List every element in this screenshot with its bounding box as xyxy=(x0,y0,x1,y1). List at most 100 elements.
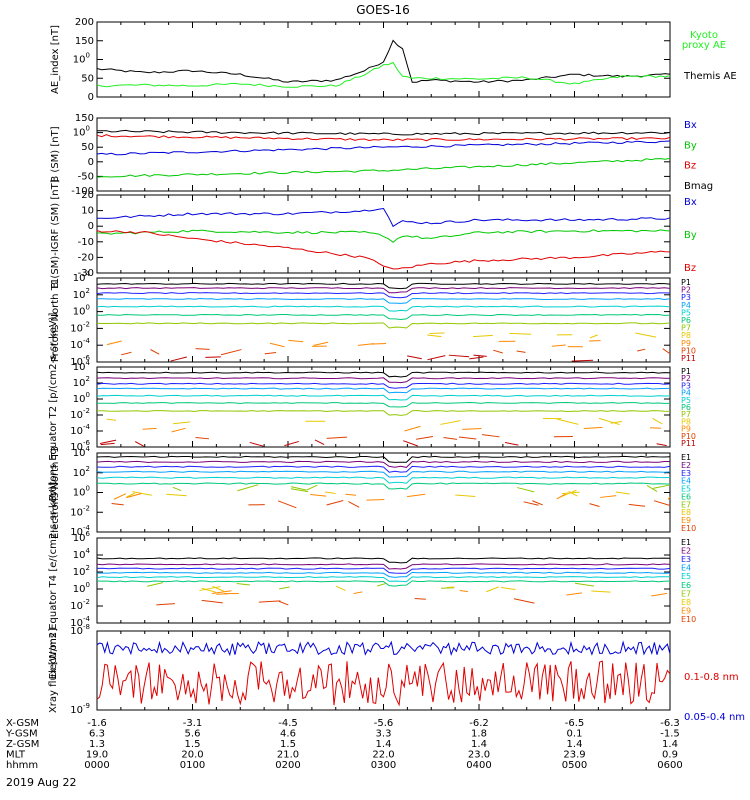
ephemeris-row-label: MLT xyxy=(6,750,26,761)
series-segment xyxy=(326,500,344,506)
series-segment xyxy=(100,442,115,446)
series-line xyxy=(96,229,671,243)
series-line xyxy=(96,387,671,394)
panel-frame xyxy=(96,21,671,98)
series-segment xyxy=(249,441,264,447)
series-segment xyxy=(335,585,346,591)
series-segment xyxy=(288,339,304,343)
series-segment xyxy=(134,441,144,447)
series-segment xyxy=(366,499,385,501)
ephemeris-value: 0000 xyxy=(84,760,109,771)
series-line xyxy=(96,322,671,329)
series-segment xyxy=(473,334,493,338)
ephemeris-value: 23.0 xyxy=(468,750,490,761)
series-line xyxy=(96,129,671,136)
series-segment xyxy=(557,418,579,425)
ephemeris-value: 0.1 xyxy=(567,729,583,740)
series-segment xyxy=(264,352,277,355)
legend-entry: P7 xyxy=(681,410,691,419)
series-segment xyxy=(516,350,526,353)
series-segment xyxy=(403,440,418,447)
date-label: 2019 Aug 22 xyxy=(6,776,76,789)
series-segment xyxy=(205,356,221,358)
ephemeris-value: 1.4 xyxy=(662,739,678,750)
series-segment xyxy=(126,493,142,499)
legend-entry: By xyxy=(684,140,697,151)
legend-entry: E6 xyxy=(681,581,691,590)
ephemeris-value: 22.0 xyxy=(372,750,394,761)
series-segment xyxy=(278,600,289,606)
series-segment xyxy=(427,334,442,338)
ephemeris-value: 1.8 xyxy=(471,729,487,740)
series-line xyxy=(96,576,671,583)
series-segment xyxy=(589,334,598,339)
legend-entry: P6 xyxy=(681,316,691,325)
ephemeris-value: 0.9 xyxy=(662,750,678,761)
legend-entry: P2 xyxy=(681,286,691,295)
legend-entry: Bmag xyxy=(684,181,713,192)
y-tick-label: 104 xyxy=(73,270,91,284)
series-segment xyxy=(348,501,360,508)
y-axis-label: AE_index [nT] xyxy=(50,25,61,94)
ephemeris-value: -5.6 xyxy=(374,718,394,729)
series-segment xyxy=(416,436,434,440)
y-axis-label: Protons Equator T2 [p/(cm2-s-sr-keV)] xyxy=(48,312,59,501)
legend-entry: E8 xyxy=(681,508,691,517)
series-segment xyxy=(517,487,535,493)
ephemeris-value: 0100 xyxy=(180,760,205,771)
ephemeris-value: 23.9 xyxy=(563,750,585,761)
y-tick-label: -10 xyxy=(78,237,94,248)
series-line xyxy=(96,567,671,574)
ephemeris-value: 21.0 xyxy=(277,750,299,761)
ephemeris-value: 1.4 xyxy=(567,739,583,750)
series-segment xyxy=(667,496,671,500)
series-line xyxy=(96,382,671,389)
series-line xyxy=(97,409,671,416)
series-segment xyxy=(571,359,594,362)
series-segment xyxy=(345,493,357,496)
ephemeris-value: 0600 xyxy=(657,760,682,771)
series-segment xyxy=(306,484,318,491)
y-tick-label: 10-2 xyxy=(70,598,90,612)
series-segment xyxy=(509,332,532,335)
legend-entry: E8 xyxy=(681,598,691,607)
series-segment xyxy=(313,341,329,346)
y-axis-label: Electrons Equator T4 [e/(cm2-s-sr-keV)] xyxy=(48,482,59,679)
legend-entry: P2 xyxy=(681,374,691,383)
series-segment xyxy=(172,486,182,492)
y-tick-label: 100 xyxy=(73,304,90,318)
y-axis-label: Electrons North T3 xyxy=(50,446,61,539)
series-segment xyxy=(126,492,136,498)
y-tick-label: 104 xyxy=(73,445,91,459)
series-segment xyxy=(469,356,484,360)
y-tick-label: 10-4 xyxy=(70,615,90,629)
series-segment xyxy=(279,586,290,590)
y-tick-label: 102 xyxy=(73,287,90,301)
series-line xyxy=(97,313,671,321)
y-tick-label: 150 xyxy=(75,36,94,47)
series-line xyxy=(96,455,671,463)
series-segment xyxy=(532,500,543,506)
y-tick-label: 10-8 xyxy=(70,623,90,637)
y-axis-label: Xray flux [W/m2] xyxy=(48,628,59,713)
series-segment xyxy=(236,582,251,586)
series-segment xyxy=(551,344,566,347)
series-line xyxy=(96,371,671,378)
series-segment xyxy=(113,493,127,500)
series-segment xyxy=(99,439,117,445)
legend-entry: E9 xyxy=(681,606,691,615)
series-segment xyxy=(269,342,285,348)
y-tick-label: 150 xyxy=(75,113,94,124)
series-segment xyxy=(407,493,426,498)
ephemeris-value: -6.5 xyxy=(565,718,585,729)
series-line xyxy=(96,557,671,564)
y-tick-label: 10-2 xyxy=(70,504,90,518)
ephemeris-value: 4.6 xyxy=(280,729,296,740)
legend-entry: P11 xyxy=(681,354,696,363)
legend-entry: 0.05-0.4 nm xyxy=(684,712,745,723)
series-segment xyxy=(111,502,124,506)
legend: Bx By Bz xyxy=(684,197,697,274)
